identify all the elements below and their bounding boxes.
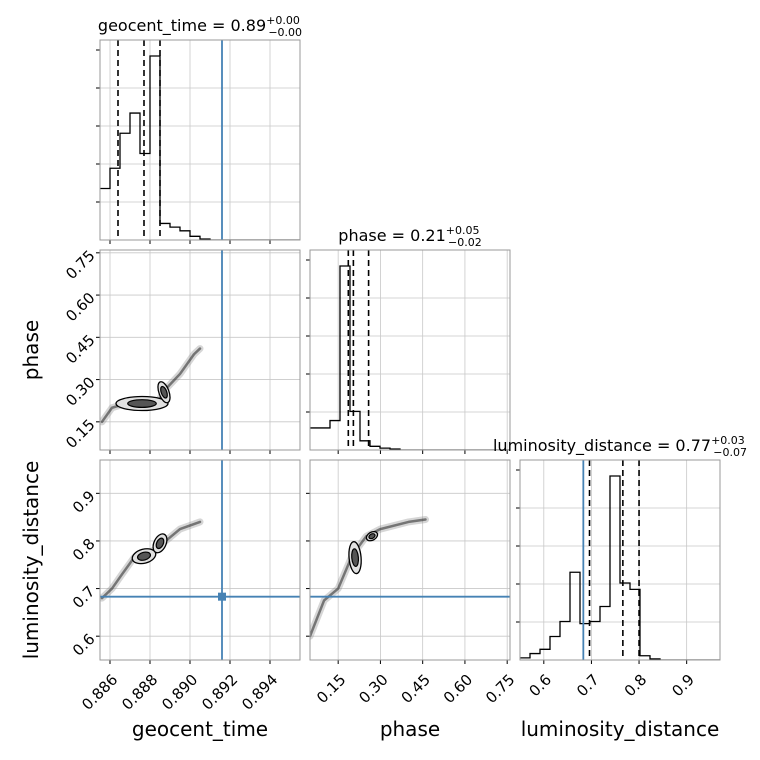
panel-geocent_time-phase-border (99, 249, 301, 451)
panel-geocent_time-luminosity_distance-contour-inner-0 (136, 551, 152, 561)
panel-phase-luminosity_distance-contour-inner-1 (368, 533, 376, 540)
xlabel-phase: phase (380, 717, 440, 741)
panel-geocent_time-luminosity_distance-yticklabel-2: 0.8 (69, 535, 99, 565)
ylabel-luminosity_distance: luminosity_distance (19, 461, 43, 660)
hist-luminosity_distance-xticklabel-0: 0.6 (526, 671, 556, 701)
panel-geocent_time-phase-yticklabel-2: 0.45 (62, 331, 98, 367)
hist-phase-border (309, 249, 511, 451)
panel-geocent_time-luminosity_distance-xticklabel-3: 0.892 (198, 671, 241, 714)
title-phase: phase = 0.21+0.05 −0.02 (338, 224, 481, 249)
title-geocent_time-minus: −0.00 (268, 26, 302, 39)
panel-phase-luminosity_distance: 0.15 0.30 0.45 0.60 0.75 (306, 459, 518, 707)
title-luminosity_distance-minus: −0.07 (713, 446, 747, 459)
title-geocent_time-main: geocent_time = 0.89 (98, 16, 266, 36)
hist-phase: phase = 0.21+0.05 −0.02 (306, 224, 511, 454)
hist-phase-bg (310, 250, 510, 450)
panel-phase-luminosity_distance-xticklabel-0: 0.15 (313, 671, 349, 707)
panel-geocent_time-phase-yticklabel-4: 0.75 (62, 247, 98, 283)
hist-phase-steps (310, 265, 510, 450)
panel-phase-luminosity_distance-xticklabel-2: 0.45 (398, 671, 434, 707)
panel-geocent_time-luminosity_distance-xticklabel-1: 0.888 (118, 671, 161, 714)
xlabel-luminosity_distance: luminosity_distance (521, 717, 720, 741)
title-phase-minus: −0.02 (448, 236, 482, 249)
hist-luminosity_distance-xticklabel-2: 0.8 (621, 671, 651, 701)
title-luminosity_distance-plus: +0.03 (711, 434, 745, 447)
title-geocent_time-plus: +0.00 (266, 14, 300, 27)
panel-geocent_time-luminosity_distance-contour-inner-1 (155, 537, 165, 550)
panel-geocent_time-phase: 0.15 0.30 0.45 0.60 0.75 (62, 247, 301, 454)
hist-geocent_time: geocent_time = 0.89+0.00 −0.00 (96, 14, 302, 244)
panel-geocent_time-luminosity_distance-xticklabel-2: 0.890 (158, 671, 201, 714)
title-phase-main: phase = 0.21 (338, 226, 445, 245)
panel-geocent_time-phase-yticklabel-3: 0.60 (62, 289, 98, 325)
panel-phase-luminosity_distance-bg (310, 460, 510, 660)
hist-geocent_time-border (99, 39, 301, 241)
panel-geocent_time-luminosity_distance-content (100, 518, 204, 602)
panel-phase-luminosity_distance-content (310, 516, 429, 640)
panel-geocent_time-phase-content (100, 345, 204, 426)
panel-geocent_time-luminosity_distance-truth-marker (218, 592, 226, 601)
panel-geocent_time-phase-contour-inner-1 (160, 385, 168, 399)
panel-geocent_time-phase-yticklabel-1: 0.30 (62, 373, 98, 409)
hist-luminosity_distance-xticklabel-3: 0.9 (668, 671, 698, 701)
hist-luminosity_distance: 0.6 0.7 0.8 0.9 luminosity_distance = 0.77+0… (493, 434, 747, 700)
panel-geocent_time-luminosity_distance-xticklabel-4: 0.894 (238, 671, 281, 714)
ylabel-phase: phase (19, 320, 43, 380)
panel-phase-luminosity_distance-xticklabel-3: 0.60 (440, 671, 476, 707)
panel-phase-luminosity_distance-border (309, 459, 511, 661)
hist-geocent_time-steps (100, 55, 300, 240)
panel-geocent_time-luminosity_distance-yticklabel-1: 0.7 (69, 582, 99, 612)
panel-geocent_time-luminosity_distance-yticklabel-0: 0.6 (69, 630, 99, 660)
panel-geocent_time-luminosity_distance-xticklabel-0: 0.886 (78, 671, 121, 714)
panel-geocent_time-phase-contour-inner-0 (127, 399, 157, 408)
title-phase-plus: +0.05 (446, 224, 480, 237)
panel-phase-luminosity_distance-contour-inner-0 (351, 548, 360, 567)
panel-geocent_time-luminosity_distance-yticklabel-3: 0.9 (69, 487, 99, 517)
hist-luminosity_distance-steps (520, 475, 720, 660)
hist-luminosity_distance-xticklabel-1: 0.7 (573, 671, 603, 701)
title-luminosity_distance-main: luminosity_distance = 0.77 (493, 436, 711, 456)
panel-phase-luminosity_distance-xticklabel-4: 0.75 (482, 671, 518, 707)
panel-geocent_time-luminosity_distance-border (99, 459, 301, 661)
hist-luminosity_distance-border (519, 459, 721, 661)
title-geocent_time: geocent_time = 0.89+0.00 −0.00 (98, 14, 302, 39)
xlabel-geocent_time: geocent_time (132, 717, 268, 741)
panel-geocent_time-phase-yticklabel-0: 0.15 (62, 416, 98, 452)
title-luminosity_distance: luminosity_distance = 0.77+0.03 −0.07 (493, 434, 747, 459)
panel-phase-luminosity_distance-samples-core (310, 518, 427, 638)
hist-geocent_time-bg (100, 40, 300, 240)
panel-phase-luminosity_distance-xticklabel-1: 0.30 (355, 671, 391, 707)
